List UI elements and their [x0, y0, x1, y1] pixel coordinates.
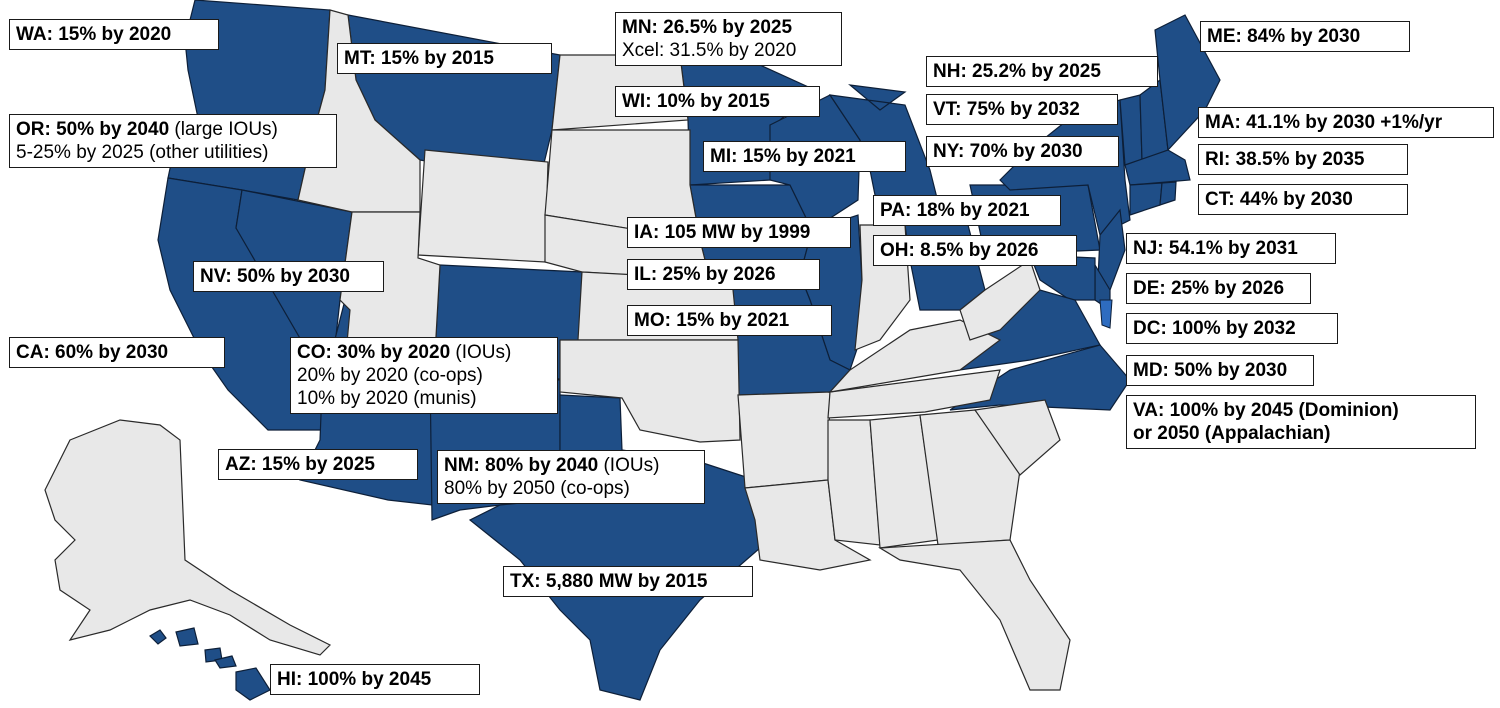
- label-hi: HI: 100% by 2045: [270, 664, 480, 695]
- state-ny: [999, 99, 1131, 236]
- state-ky: [828, 319, 1002, 393]
- label-il: IL: 25% by 2026: [627, 259, 820, 290]
- label-nh: NH: 25.2% by 2025: [926, 56, 1158, 87]
- label-ny: NY: 70% by 2030: [926, 136, 1119, 167]
- label-az: AZ: 15% by 2025: [218, 449, 418, 480]
- label-mo: MO: 15% by 2021: [627, 305, 832, 336]
- label-oh: OH: 8.5% by 2026: [873, 235, 1077, 266]
- label-wi: WI: 10% by 2015: [615, 86, 820, 117]
- label-ct: CT: 44% by 2030: [1198, 184, 1408, 215]
- state-wy: [417, 149, 549, 263]
- state-ms: [827, 419, 881, 546]
- state-ma: [1124, 149, 1191, 186]
- label-mn: MN: 26.5% by 2025 Xcel: 31.5% by 2020: [615, 12, 842, 66]
- label-ma: MA: 41.1% by 2030 +1%/yr: [1198, 107, 1494, 138]
- label-pa: PA: 18% by 2021: [873, 195, 1061, 226]
- label-nm: NM: 80% by 2040 (IOUs) 80% by 2050 (co-op…: [437, 450, 705, 504]
- state-dc: [1099, 299, 1113, 329]
- label-de: DE: 25% by 2026: [1126, 273, 1311, 304]
- state-ak: [44, 419, 332, 656]
- state-hi-4: [214, 655, 237, 669]
- state-ga: [919, 409, 1021, 546]
- label-tx: TX: 5,880 MW by 2015: [503, 566, 753, 597]
- label-mi: MI: 15% by 2021: [703, 141, 906, 172]
- state-ok: [559, 339, 741, 443]
- label-ri: RI: 38.5% by 2035: [1198, 144, 1408, 175]
- label-or: OR: 50% by 2040 (large IOUs) 5-25% by 202…: [9, 114, 337, 168]
- label-va: VA: 100% by 2045 (Dominion) or 2050 (Appa…: [1126, 395, 1476, 449]
- label-co: CO: 30% by 2020 (IOUs) 20% by 2020 (co-op…: [290, 337, 558, 414]
- state-ar: [737, 391, 831, 489]
- state-hi-5: [235, 667, 271, 701]
- label-ia: IA: 105 MW by 1999: [627, 217, 851, 248]
- state-ri: [1159, 181, 1177, 206]
- state-ct: [1129, 182, 1163, 216]
- label-vt: VT: 75% by 2032: [926, 94, 1118, 125]
- label-md: MD: 50% by 2030: [1126, 355, 1314, 386]
- label-dc: DC: 100% by 2032: [1126, 313, 1338, 344]
- state-fl: [878, 539, 1071, 691]
- label-wa: WA: 15% by 2020: [9, 19, 219, 50]
- label-mt: MT: 15% by 2015: [337, 43, 552, 74]
- state-hi-1: [149, 629, 167, 645]
- label-nj: NJ: 54.1% by 2031: [1126, 233, 1336, 264]
- state-hi-2: [175, 627, 199, 647]
- label-nv: NV: 50% by 2030: [193, 261, 384, 292]
- state-sc: [973, 399, 1061, 476]
- state-md: [1029, 254, 1096, 301]
- state-tn: [827, 369, 1001, 419]
- label-ca: CA: 60% by 2030: [9, 337, 225, 368]
- label-me: ME: 84% by 2030: [1200, 21, 1410, 52]
- state-sd: [544, 129, 701, 241]
